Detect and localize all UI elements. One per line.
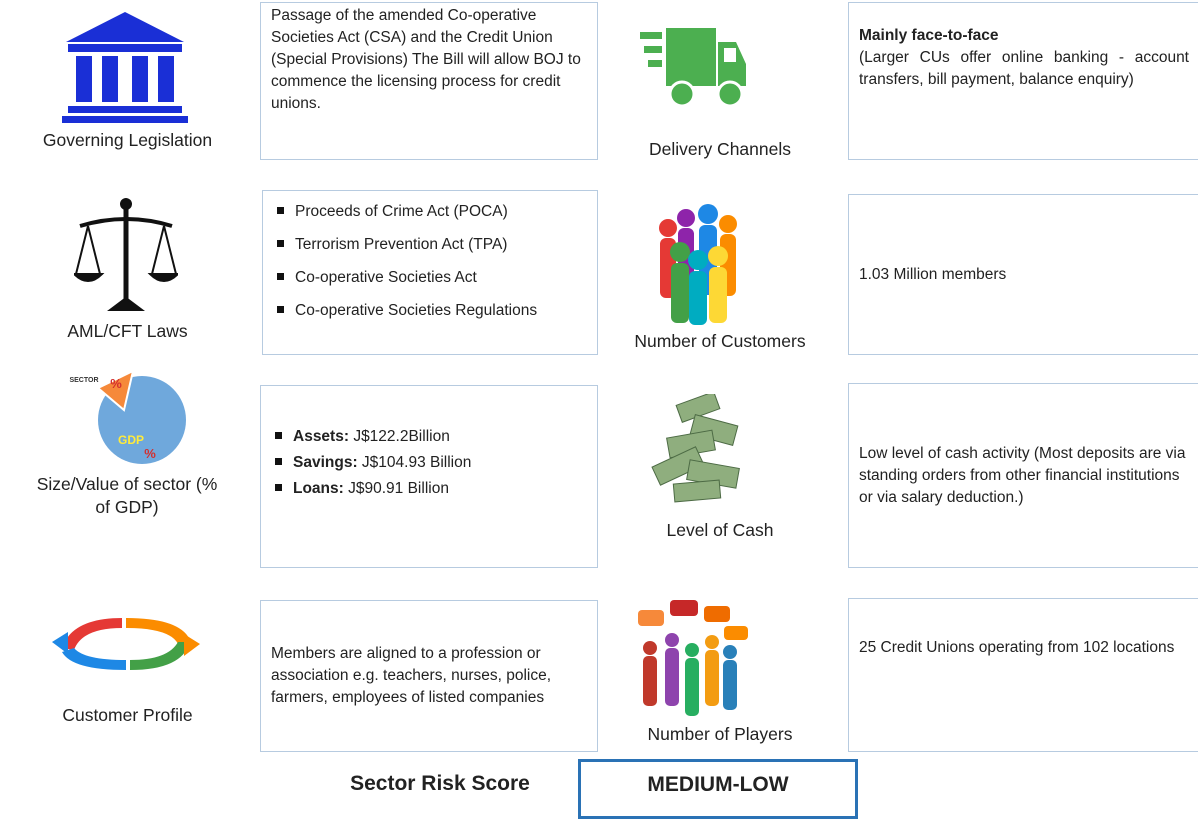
box-text: Passage of the amended Co-operative Soci… (271, 5, 587, 115)
info-box: 1.03 Million members (848, 194, 1198, 355)
scales-icon (74, 198, 178, 316)
info-box: Members are aligned to a profession or a… (260, 600, 598, 752)
bullet: Co-operative Societies Act (295, 265, 587, 291)
box-text: Members are aligned to a profession or a… (271, 643, 587, 709)
pie-icon: SECTOR % GDP % (60, 366, 190, 466)
section-label: Number of Players (620, 723, 820, 746)
box-heading: Mainly face-to-face (859, 25, 1189, 47)
section-label: Size/Value of sector (% of GDP) (27, 473, 227, 519)
truck-icon (640, 28, 746, 110)
bullet: Terrorism Prevention Act (TPA) (295, 232, 587, 258)
section-label: Level of Cash (620, 519, 820, 542)
bullet-text: J$122.2Billion (353, 428, 450, 445)
legislation-icon (62, 12, 188, 124)
cash-icon (648, 394, 748, 506)
section-label: Customer Profile (20, 704, 235, 727)
bullet: Proceeds of Crime Act (POCA) (295, 199, 587, 225)
bullet: Co-operative Societies Regulations (295, 298, 587, 324)
info-box: Passage of the amended Co-operative Soci… (260, 2, 598, 160)
bullet-text: J$90.91 Billion (348, 480, 449, 497)
section-label: Delivery Channels (615, 138, 825, 161)
cycle-icon (52, 612, 200, 674)
risk-value-box: MEDIUM-LOW (578, 759, 858, 819)
bullet-label: Loans: (293, 480, 344, 497)
icon-text: % (110, 376, 122, 391)
box-text: Low level of cash activity (Most deposit… (859, 443, 1189, 509)
info-box: Mainly face-to-face (Larger CUs offer on… (848, 2, 1198, 160)
bullet-label: Savings: (293, 454, 358, 471)
box-text: 25 Credit Unions operating from 102 loca… (859, 637, 1189, 659)
info-box: Low level of cash activity (Most deposit… (848, 383, 1198, 568)
section-label: Governing Legislation (20, 129, 235, 152)
risk-label: Sector Risk Score (330, 772, 550, 796)
page-body: {"sections": [ {"label": "Governing Legi… (0, 0, 1198, 810)
bullet-label: Assets: (293, 428, 349, 445)
box-text: 1.03 Million members (859, 264, 1189, 286)
section-label: Number of Customers (610, 330, 830, 353)
bullet-text: J$104.93 Billion (362, 454, 471, 471)
bullet: Loans: J$90.91 Billion (293, 476, 587, 502)
icon-text: SECTOR (69, 377, 98, 384)
box-text: (Larger CUs offer online banking - accou… (859, 47, 1189, 91)
icon-text: % (144, 446, 156, 461)
info-box: Proceeds of Crime Act (POCA) Terrorism P… (262, 190, 598, 355)
page: Sector Profile body { margin: 0; width: … (0, 0, 1198, 810)
bullet-list: Assets: J$122.2Billion Savings: J$104.93… (271, 424, 587, 502)
risk-value: MEDIUM-LOW (647, 773, 788, 796)
info-box: Assets: J$122.2Billion Savings: J$104.93… (260, 385, 598, 568)
people-icon (652, 200, 744, 326)
bullet: Assets: J$122.2Billion (293, 424, 587, 450)
bullet-list: Proceeds of Crime Act (POCA) Terrorism P… (273, 191, 587, 324)
section-label: AML/CFT Laws (20, 320, 235, 343)
players-icon (630, 600, 750, 724)
bullet: Savings: J$104.93 Billion (293, 450, 587, 476)
icon-text: GDP (118, 433, 144, 447)
info-box: 25 Credit Unions operating from 102 loca… (848, 598, 1198, 752)
